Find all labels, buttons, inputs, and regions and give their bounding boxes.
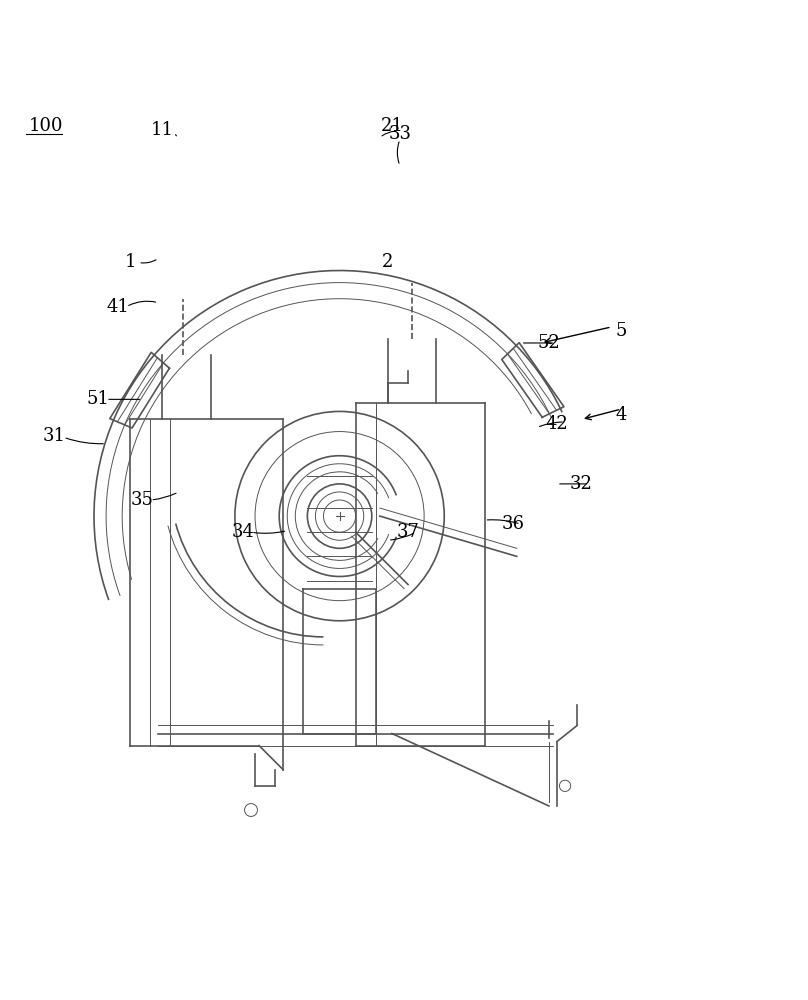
Text: 21: 21 bbox=[381, 117, 403, 135]
Text: 4: 4 bbox=[616, 406, 627, 424]
Text: 33: 33 bbox=[389, 125, 411, 143]
Text: 35: 35 bbox=[131, 491, 154, 509]
Text: 34: 34 bbox=[232, 523, 255, 541]
Text: 37: 37 bbox=[397, 523, 419, 541]
Text: 11: 11 bbox=[151, 121, 174, 139]
Text: 36: 36 bbox=[501, 515, 524, 533]
Text: 42: 42 bbox=[545, 415, 568, 433]
Text: 31: 31 bbox=[42, 427, 65, 445]
Text: 32: 32 bbox=[570, 475, 592, 493]
Text: 2: 2 bbox=[382, 253, 393, 271]
Text: 51: 51 bbox=[86, 390, 109, 408]
Text: 5: 5 bbox=[616, 322, 627, 340]
Text: 41: 41 bbox=[107, 298, 129, 316]
Text: 52: 52 bbox=[537, 334, 560, 352]
Text: 100: 100 bbox=[28, 117, 63, 135]
Text: 1: 1 bbox=[124, 253, 136, 271]
